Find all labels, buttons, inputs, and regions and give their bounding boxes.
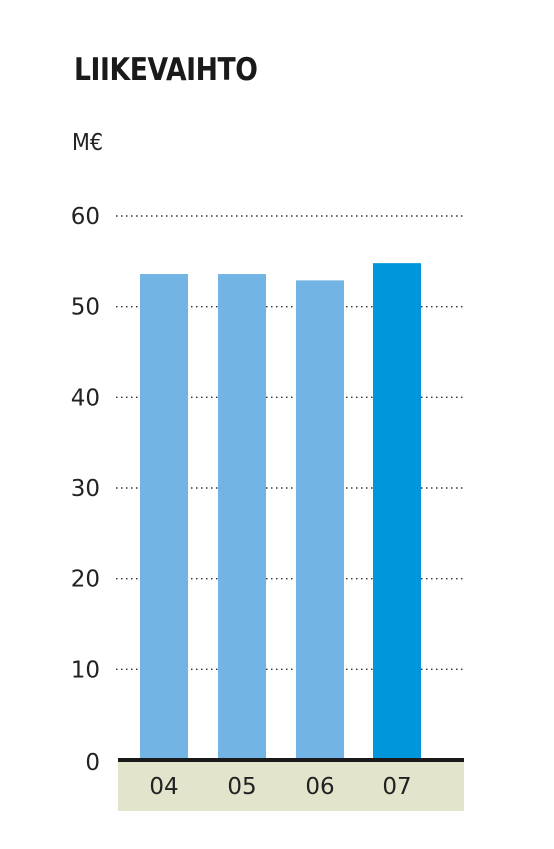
x-tick-label-07: 07 <box>382 774 411 800</box>
y-tick-label: 20 <box>71 567 100 593</box>
y-tick-labels: 0 10 20 30 40 50 60 <box>71 204 100 776</box>
chart-title: LIIKEVAIHTO <box>74 52 258 88</box>
bar-04 <box>140 274 188 760</box>
y-tick-label: 50 <box>71 295 100 321</box>
bar-06 <box>296 280 344 760</box>
y-tick-label: 40 <box>71 385 100 411</box>
bars <box>140 263 421 760</box>
x-tick-label-05: 05 <box>227 774 256 800</box>
category-band <box>118 760 464 811</box>
x-tick-labels: 04 05 06 07 <box>149 774 411 800</box>
y-tick-label: 10 <box>71 657 100 683</box>
bar-07 <box>373 263 421 760</box>
x-tick-label-04: 04 <box>149 774 178 800</box>
bar-05 <box>218 274 266 760</box>
y-tick-label: 30 <box>71 476 100 502</box>
y-tick-label: 0 <box>85 750 100 776</box>
x-tick-label-06: 06 <box>305 774 334 800</box>
y-tick-label: 60 <box>71 204 100 230</box>
y-axis-unit-label: M€ <box>72 130 104 156</box>
